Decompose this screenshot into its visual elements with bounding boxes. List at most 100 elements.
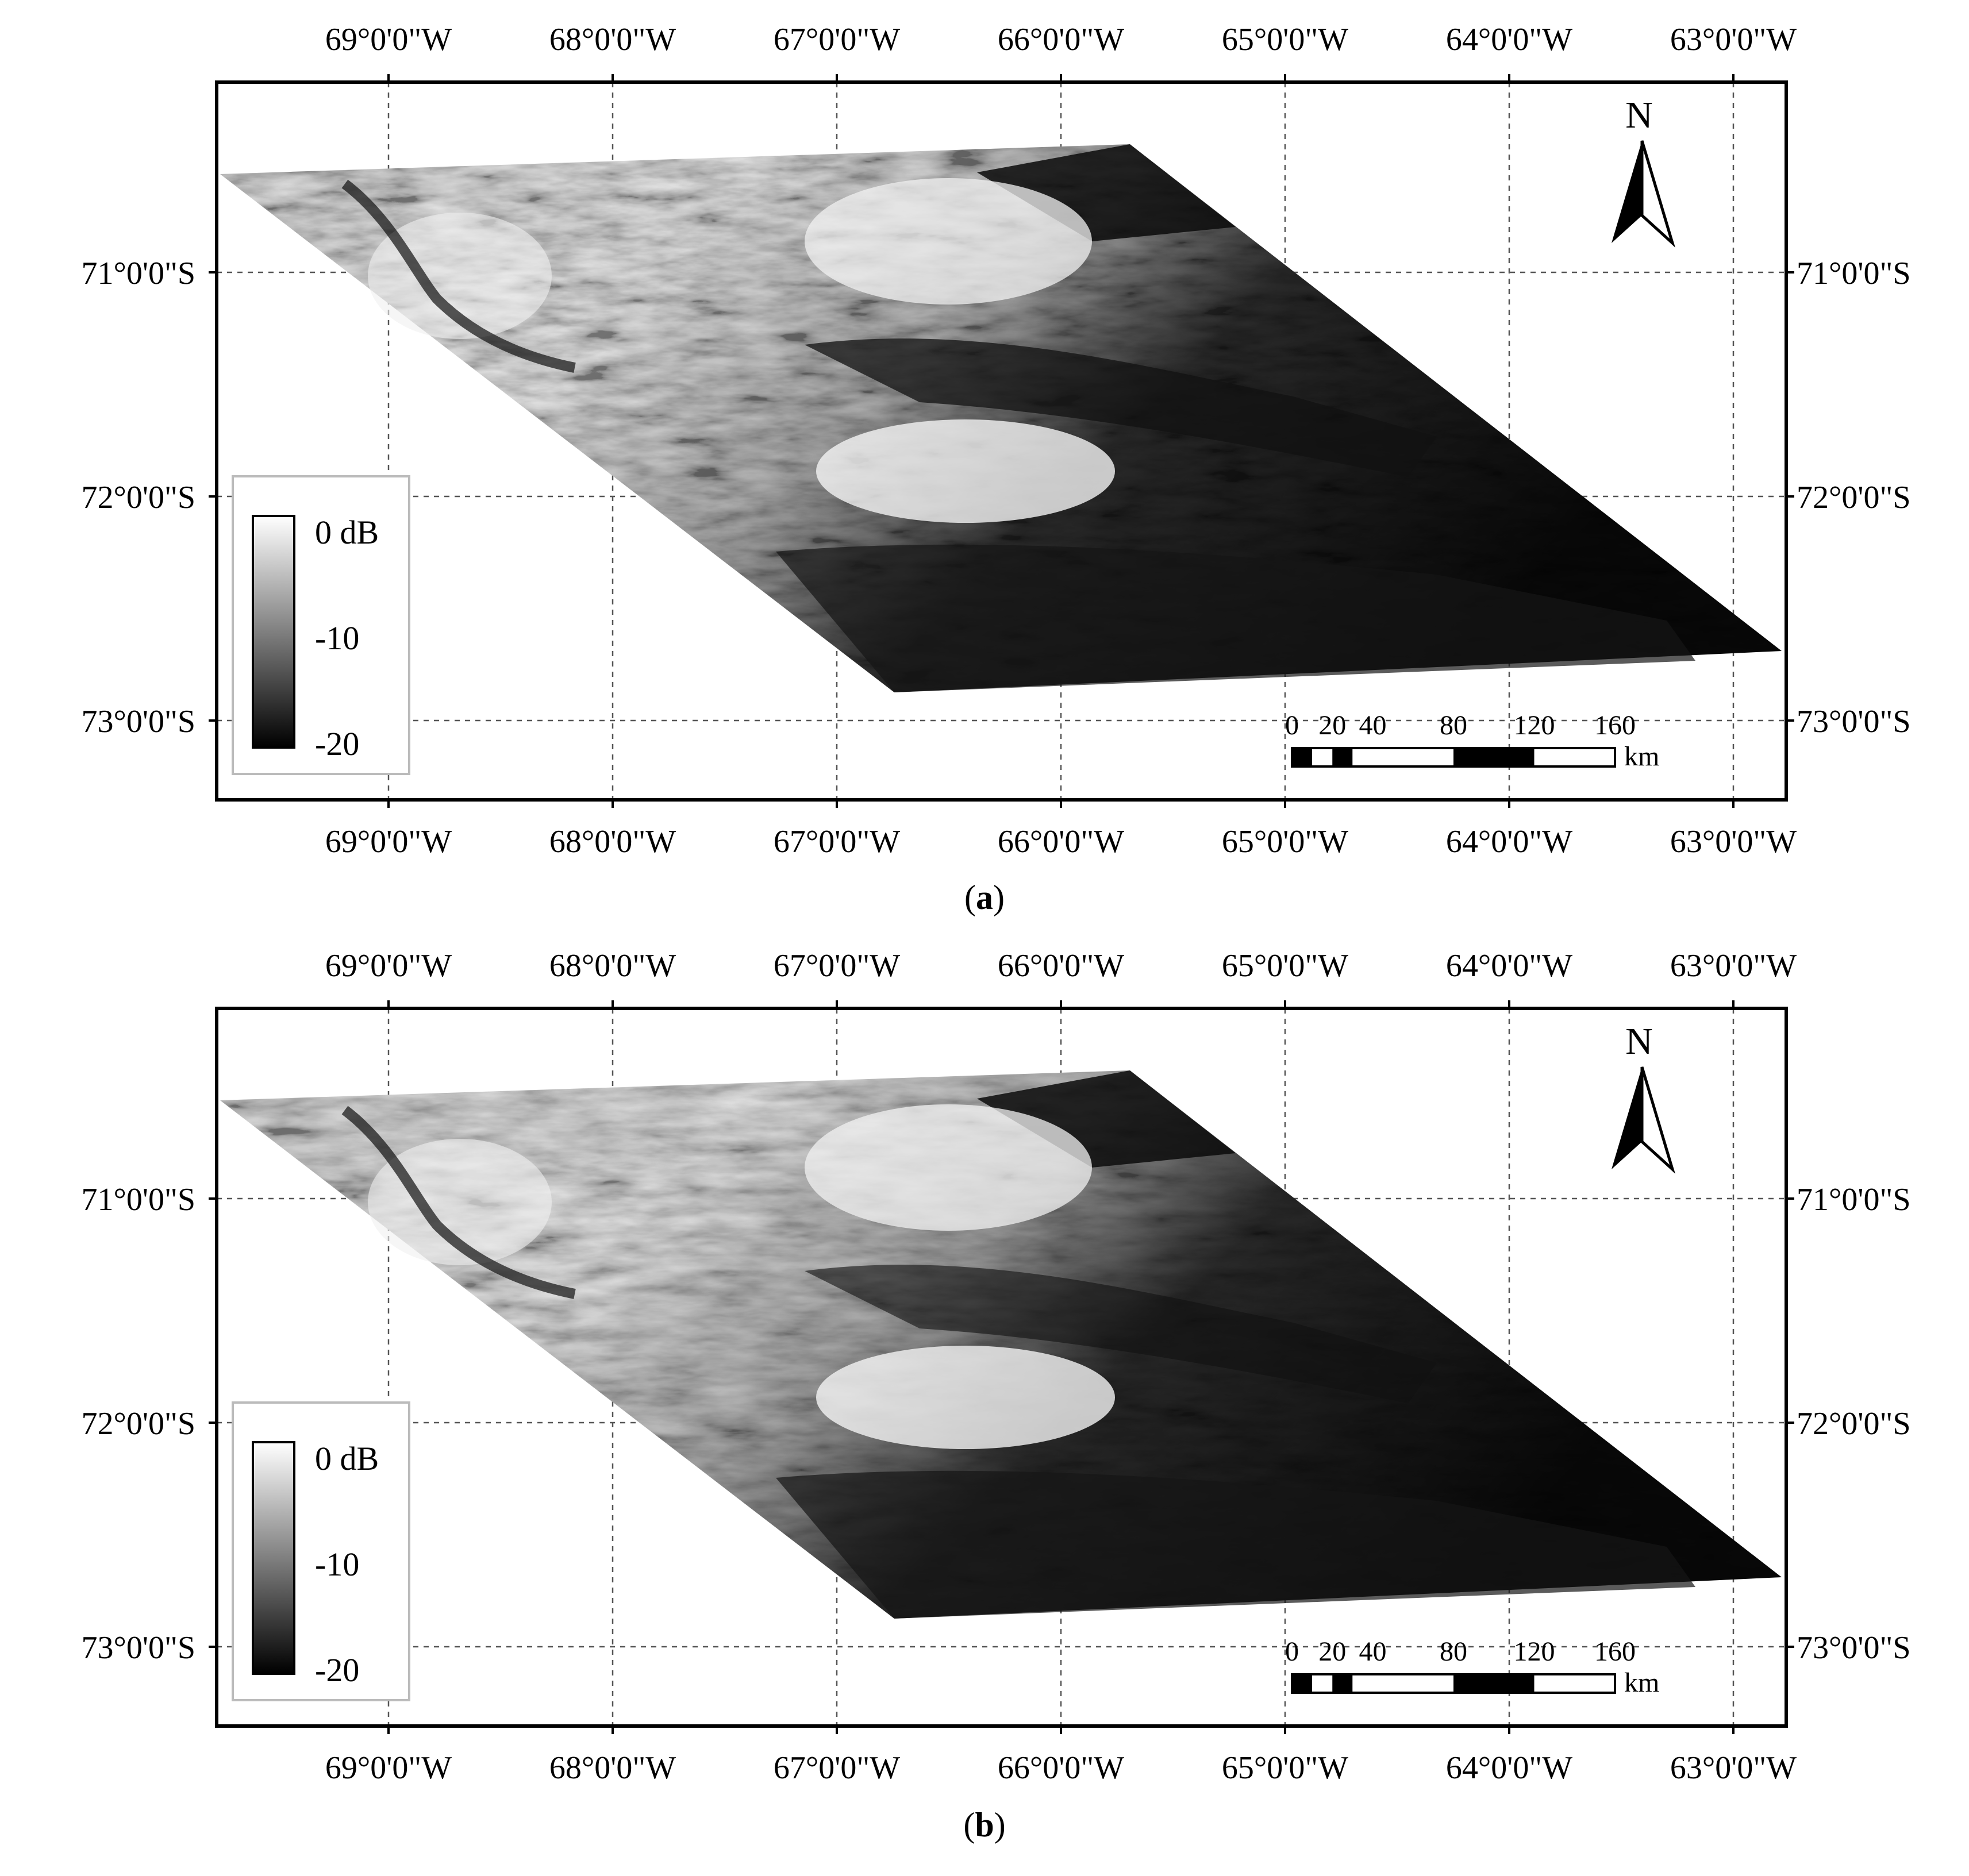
panel-caption-paren: ) xyxy=(994,1806,1006,1844)
lat-label-left: 72°0'0"S xyxy=(82,1406,196,1442)
scale-bar-segment xyxy=(1534,1674,1615,1693)
panel-caption-letter: a xyxy=(976,879,993,916)
map-frame xyxy=(215,1007,1788,1728)
lon-label-top: 68°0'0"W xyxy=(549,948,676,984)
sar-dark-band xyxy=(776,1470,1695,1619)
legend-colorbar xyxy=(252,515,295,749)
panel-caption-paren: ( xyxy=(964,879,976,916)
lon-label-bottom: 65°0'0"W xyxy=(1222,824,1348,860)
sar-bright-patch xyxy=(368,213,552,339)
lat-label-left: 73°0'0"S xyxy=(82,1630,196,1666)
lat-label-right: 72°0'0"S xyxy=(1797,480,1911,515)
north-arrow-icon: N xyxy=(1612,1020,1675,1174)
legend: 0 dB -10 -20 xyxy=(232,475,410,775)
scale-bar-segment xyxy=(1332,1674,1353,1693)
sar-bright-patch xyxy=(368,1139,552,1265)
scale-bar-unit: km xyxy=(1624,1667,1659,1698)
scale-bar-segment xyxy=(1352,1674,1373,1693)
lon-label-top: 65°0'0"W xyxy=(1222,22,1348,57)
sar-bright-patch xyxy=(805,178,1092,305)
sar-dark-band xyxy=(977,1070,1236,1168)
scale-bar-tick-label: 80 xyxy=(1440,710,1467,741)
sar-image-texture xyxy=(220,1070,1782,1619)
scale-bar-tick-label: 160 xyxy=(1594,710,1636,741)
scale-bar-outline xyxy=(1291,1673,1616,1694)
map-panel-b: 69°0'0"W 68°0'0"W 67°0'0"W 66°0'0"W 65°0'0"W… xyxy=(82,948,1911,1786)
sar-bright-patch xyxy=(805,1104,1092,1231)
sar-bright-patch xyxy=(816,419,1115,523)
scale-bar-segment xyxy=(1332,748,1353,766)
lat-label-left: 71°0'0"S xyxy=(82,256,196,291)
lon-label-top: 66°0'0"W xyxy=(998,22,1124,57)
scale-bar-unit: km xyxy=(1624,741,1659,772)
scale-bar-tick-label: 120 xyxy=(1514,710,1555,741)
scale-bar-segment xyxy=(1312,748,1333,766)
lon-label-top: 66°0'0"W xyxy=(998,948,1124,984)
lon-label-bottom: 64°0'0"W xyxy=(1446,824,1572,860)
lon-label-top: 69°0'0"W xyxy=(325,948,452,984)
lon-label-bottom: 65°0'0"W xyxy=(1222,1750,1348,1786)
north-label: N xyxy=(1625,94,1653,136)
lon-label-bottom: 68°0'0"W xyxy=(549,824,676,860)
scale-bar-tick-label: 0 xyxy=(1285,1636,1299,1667)
north-arrow-half xyxy=(1612,1067,1642,1169)
panel-caption: (a) xyxy=(964,879,1005,916)
north-label: N xyxy=(1625,1020,1653,1062)
lon-label-top: 69°0'0"W xyxy=(325,22,452,57)
map-frame xyxy=(215,80,1788,802)
lat-label-left: 72°0'0"S xyxy=(82,480,196,515)
panel-caption-paren: ) xyxy=(993,879,1005,916)
lon-label-top: 64°0'0"W xyxy=(1446,948,1572,984)
lon-label-bottom: 66°0'0"W xyxy=(998,824,1124,860)
lon-label-top: 67°0'0"W xyxy=(774,948,900,984)
lon-label-bottom: 67°0'0"W xyxy=(774,1750,900,1786)
sar-dark-band xyxy=(977,144,1236,241)
legend-label: -20 xyxy=(315,725,359,762)
panel-caption: (b) xyxy=(963,1806,1005,1844)
sar-image xyxy=(220,1070,1782,1619)
scale-bar-tick-label: 40 xyxy=(1359,1636,1387,1667)
lat-label-right: 72°0'0"S xyxy=(1797,1406,1911,1442)
legend: 0 dB -10 -20 xyxy=(232,1401,410,1701)
scale-bar-tick-label: 40 xyxy=(1359,710,1387,741)
lon-label-top: 68°0'0"W xyxy=(549,22,676,57)
north-arrow-half xyxy=(1612,141,1642,243)
panel-caption-letter: b xyxy=(975,1806,994,1844)
sar-image xyxy=(220,144,1782,692)
sar-dark-band xyxy=(805,338,1437,477)
north-arrow-icon: N xyxy=(1612,94,1675,248)
north-arrow-half xyxy=(1640,140,1675,248)
lon-label-top: 67°0'0"W xyxy=(774,22,900,57)
scale-bar-segment xyxy=(1372,1674,1453,1693)
sar-ridge xyxy=(341,179,576,373)
scale-bar-tick-label: 80 xyxy=(1440,1636,1467,1667)
legend-label: -20 xyxy=(315,1651,359,1689)
lat-label-right: 73°0'0"S xyxy=(1797,1630,1911,1666)
sar-dark-band xyxy=(805,1265,1437,1403)
legend-label: 0 dB xyxy=(315,514,379,551)
lon-label-top: 65°0'0"W xyxy=(1222,948,1348,984)
north-arrow-half xyxy=(1640,1066,1675,1174)
scale-bar-tick-label: 0 xyxy=(1285,710,1299,741)
sar-image-texture xyxy=(220,144,1782,692)
lon-label-bottom: 63°0'0"W xyxy=(1670,1750,1797,1786)
legend-label: -10 xyxy=(315,1546,359,1583)
lon-label-bottom: 69°0'0"W xyxy=(325,824,452,860)
scale-bar-tick-label: 160 xyxy=(1594,1636,1636,1667)
sar-ridge xyxy=(341,1105,576,1299)
scale-bar-segment xyxy=(1453,1674,1535,1693)
scale-bar-segment xyxy=(1352,748,1373,766)
scale-bar-segment xyxy=(1534,748,1615,766)
lat-label-left: 73°0'0"S xyxy=(82,704,196,739)
lat-label-left: 71°0'0"S xyxy=(82,1182,196,1218)
legend-label: 0 dB xyxy=(315,1440,379,1477)
scale-bar-segment xyxy=(1312,1674,1333,1693)
legend-label: -10 xyxy=(315,619,359,657)
lat-label-right: 73°0'0"S xyxy=(1797,704,1911,739)
lon-label-bottom: 69°0'0"W xyxy=(325,1750,452,1786)
lat-label-right: 71°0'0"S xyxy=(1797,256,1911,291)
lon-label-bottom: 68°0'0"W xyxy=(549,1750,676,1786)
scale-bar-tick-label: 120 xyxy=(1514,1636,1555,1667)
